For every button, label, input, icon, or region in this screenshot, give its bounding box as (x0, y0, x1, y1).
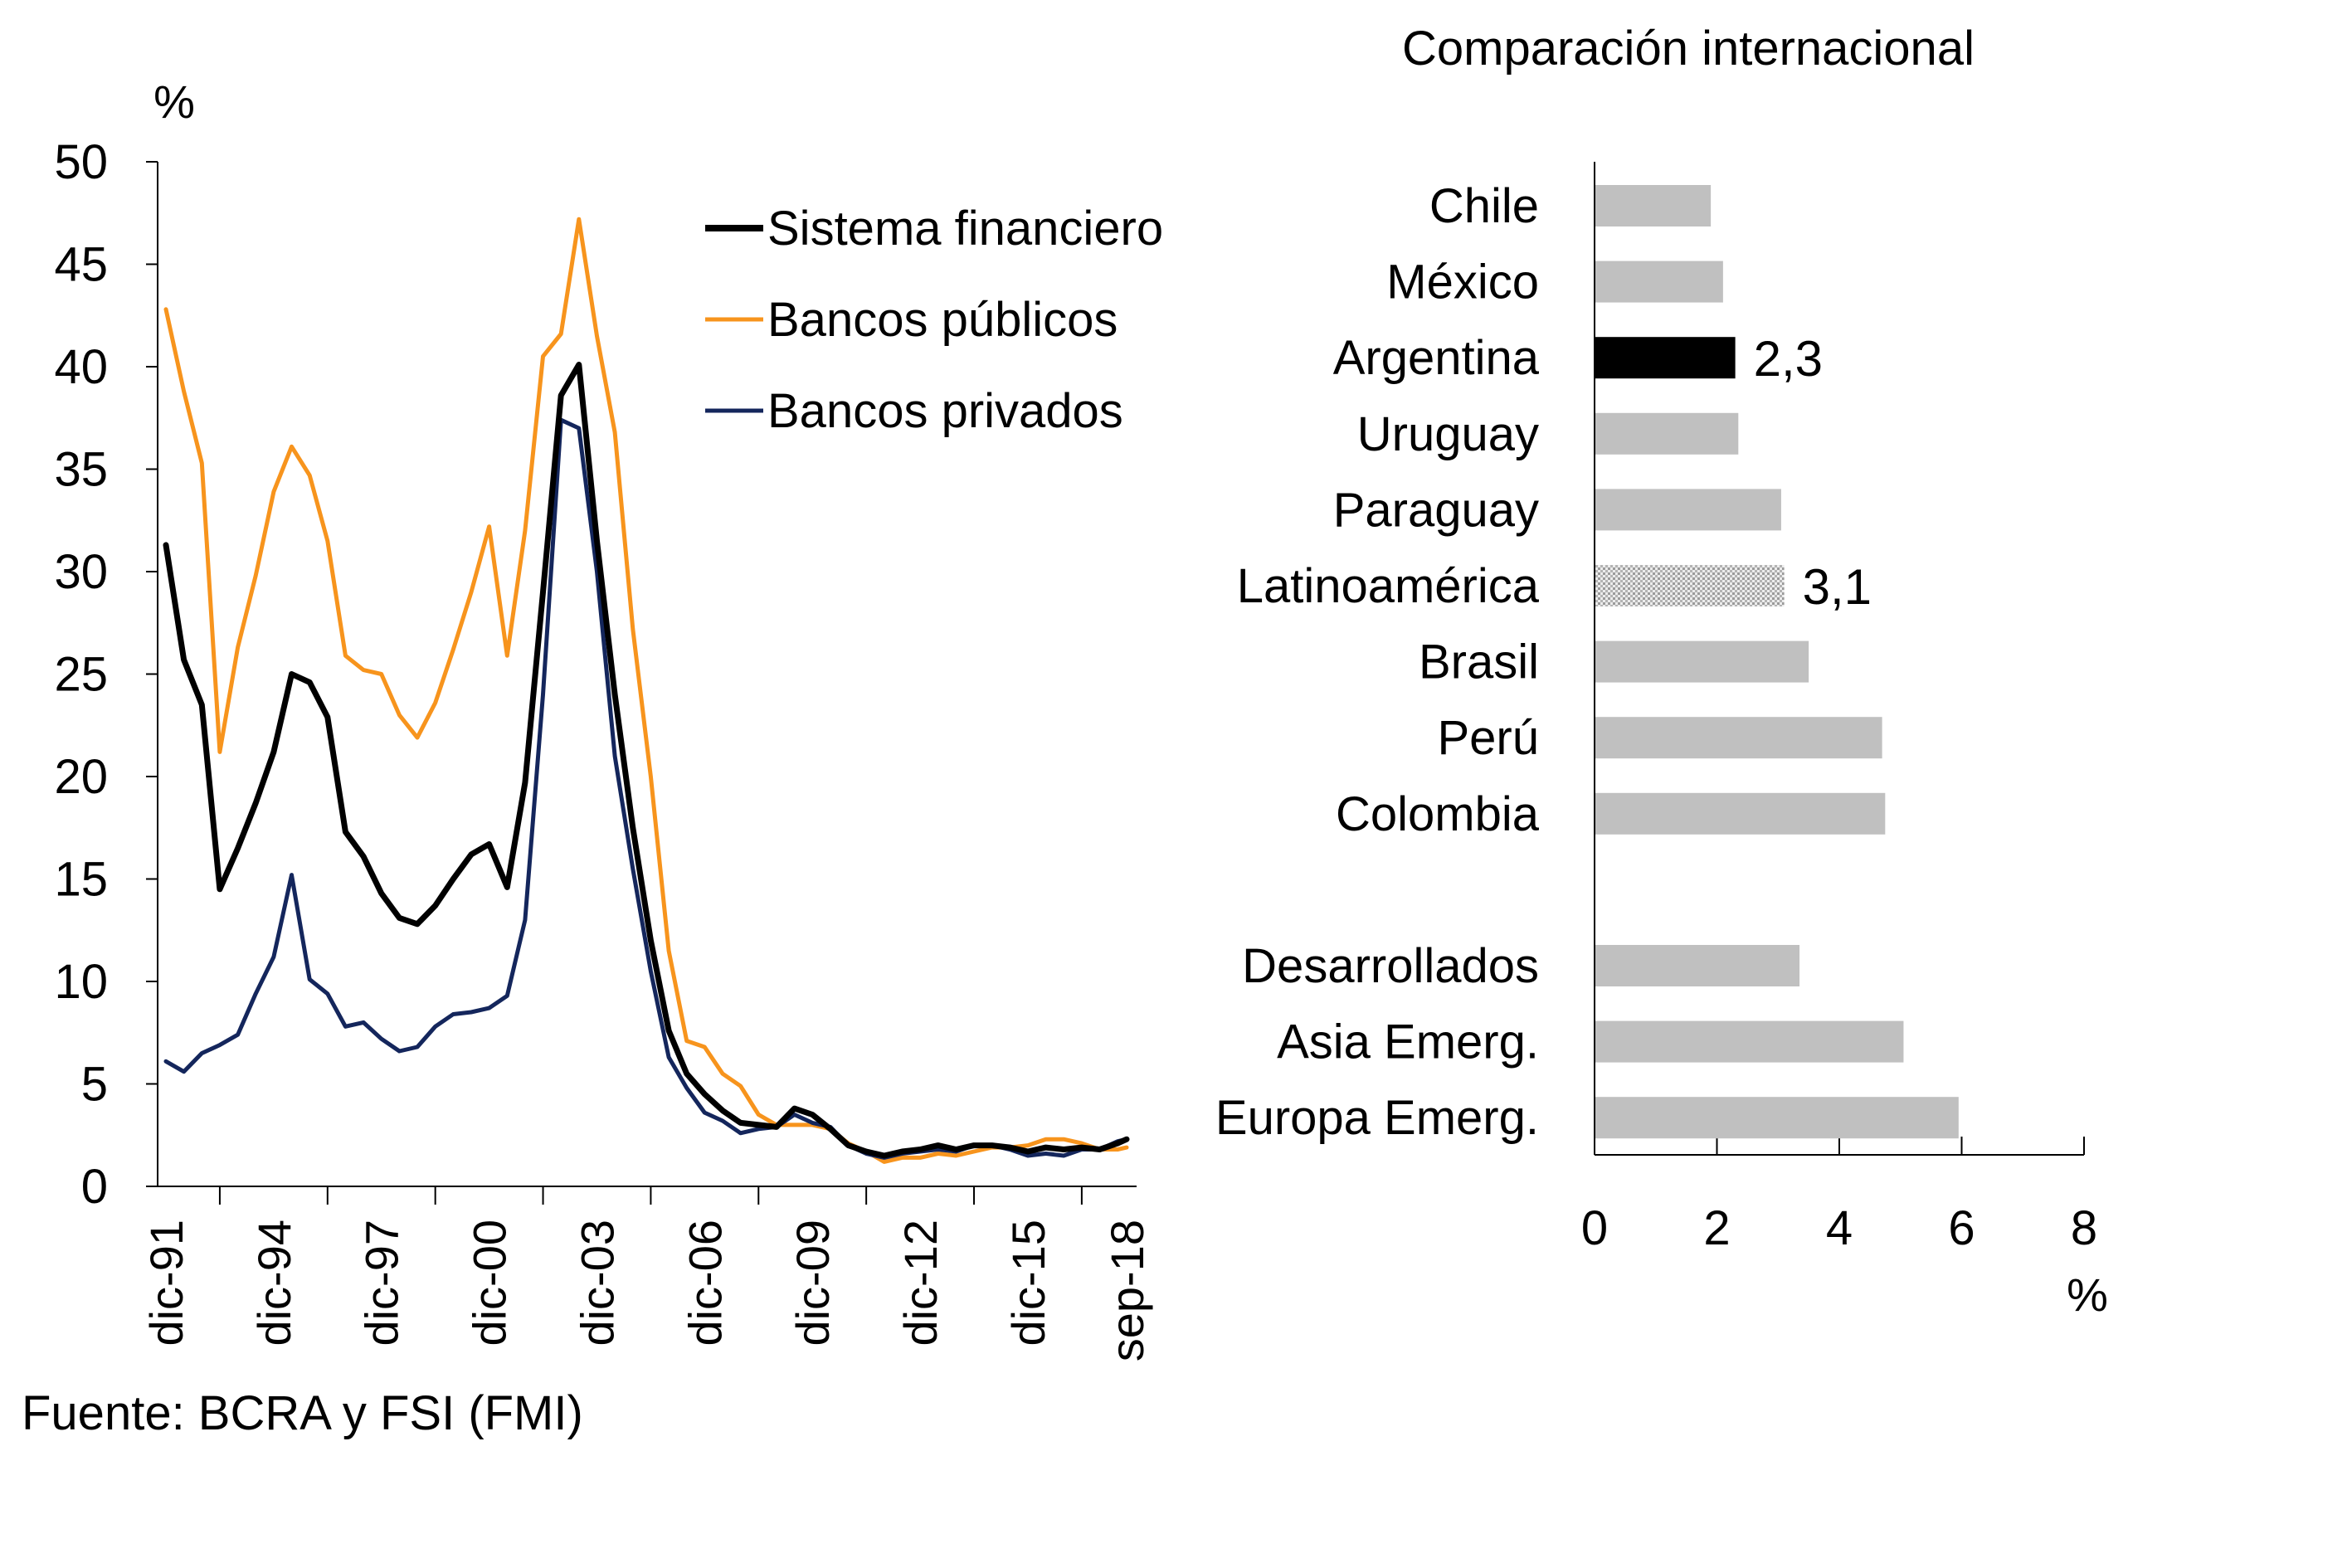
bar-chart-axes: 0 2 4 6 8% (1581, 162, 2108, 1321)
y-tick-label: 40 (54, 340, 108, 394)
y-tick-label: 25 (54, 648, 108, 702)
bar-desarrollados (1595, 945, 1800, 986)
bar-chile (1595, 185, 1712, 226)
bar-x-tick-label: 8 (2071, 1201, 2097, 1255)
bar-category-label: Uruguay (1357, 407, 1539, 461)
bar-data-label: 3,1 (1803, 559, 1872, 615)
y-tick-label: 5 (81, 1058, 108, 1112)
bar-chart-title: Comparación internacional (1402, 22, 1975, 75)
y-tick-label: 35 (54, 443, 108, 497)
bar-category-label: Brasil (1419, 635, 1539, 689)
line-chart-axes: % 0 5 10 15 20 25 30 35 40 45 50 dic-91 dic-94 dic-97 d… (54, 75, 1153, 1361)
bar-x-axis-label: % (2067, 1269, 2108, 1321)
bar-colombia (1595, 792, 1886, 835)
bar-europa-emerg- (1595, 1097, 1959, 1139)
legend-label: Bancos privados (767, 384, 1123, 438)
bar-per- (1595, 717, 1882, 759)
line-chart-legend: Sistema financiero Bancos públicos Bancos … (705, 202, 1163, 438)
bar-category-label: Argentina (1333, 331, 1540, 385)
bar-brasil (1595, 640, 1809, 683)
bar-data-label: 2,3 (1754, 331, 1823, 387)
bar-uruguay (1595, 412, 1739, 455)
bar-asia-emerg- (1595, 1020, 1904, 1063)
legend-label: Sistema financiero (767, 202, 1163, 256)
series-line-bancos-p-blicos (163, 217, 1129, 1164)
line-chart: % 0 5 10 15 20 25 30 35 40 45 50 dic-91 dic-94 dic-97 d… (54, 75, 1163, 1361)
y-tick-label: 45 (54, 238, 108, 292)
y-tick-label: 30 (54, 545, 108, 599)
bar-category-label: Asia Emerg. (1277, 1015, 1539, 1069)
y-tick-label: 0 (81, 1160, 108, 1214)
bar-x-tick-label: 6 (1948, 1201, 1975, 1255)
bar-category-label: Paraguay (1333, 483, 1539, 537)
bar-latinoam-rica (1595, 565, 1785, 606)
bar-category-label: Colombia (1336, 787, 1540, 841)
x-tick-label: dic-94 (248, 1220, 300, 1346)
bar-category-label: México (1386, 256, 1539, 309)
legend-label: Bancos públicos (767, 293, 1118, 347)
y-axis-label: % (153, 75, 195, 128)
x-tick-label: sep-18 (1101, 1220, 1153, 1361)
source-note: Fuente: BCRA y FSI (FMI) (22, 1386, 583, 1440)
y-tick-label: 10 (54, 955, 108, 1009)
bar-argentina (1595, 337, 1736, 379)
x-tick-label: dic-97 (356, 1220, 408, 1346)
y-tick-label: 15 (54, 853, 108, 907)
bar-category-label: Perú (1437, 711, 1539, 765)
x-tick-label: dic-91 (140, 1220, 192, 1346)
line-chart-series (163, 217, 1130, 1164)
bar-x-tick-label: 2 (1703, 1201, 1730, 1255)
x-tick-label: dic-03 (571, 1220, 623, 1346)
bar-category-label: Desarrollados (1242, 939, 1539, 993)
x-tick-label: dic-12 (894, 1220, 947, 1346)
bar-x-tick-label: 0 (1581, 1201, 1608, 1255)
series-line-bancos-privados (163, 417, 1129, 1160)
bar-chart: Comparación internacional 0 2 4 6 8% Chile Mé… (1215, 22, 2108, 1321)
bar-category-label: Europa Emerg. (1215, 1091, 1539, 1145)
bar-x-tick-label: 4 (1826, 1201, 1853, 1255)
bar-chart-bars: Chile México Argentina 2,3 Uruguay Paraguay La… (1215, 179, 1959, 1145)
x-tick-label: dic-00 (464, 1220, 516, 1346)
y-tick-label: 50 (54, 135, 108, 189)
bar-category-label: Latinoamérica (1237, 559, 1540, 613)
x-tick-label: dic-06 (679, 1220, 731, 1346)
x-tick-label: dic-09 (786, 1220, 839, 1346)
bar-m-xico (1595, 261, 1723, 303)
x-tick-label: dic-15 (1002, 1220, 1054, 1346)
bar-category-label: Chile (1429, 179, 1539, 233)
y-tick-label: 20 (54, 750, 108, 804)
series-line-sistema-financiero (163, 362, 1130, 1159)
bar-paraguay (1595, 489, 1781, 531)
